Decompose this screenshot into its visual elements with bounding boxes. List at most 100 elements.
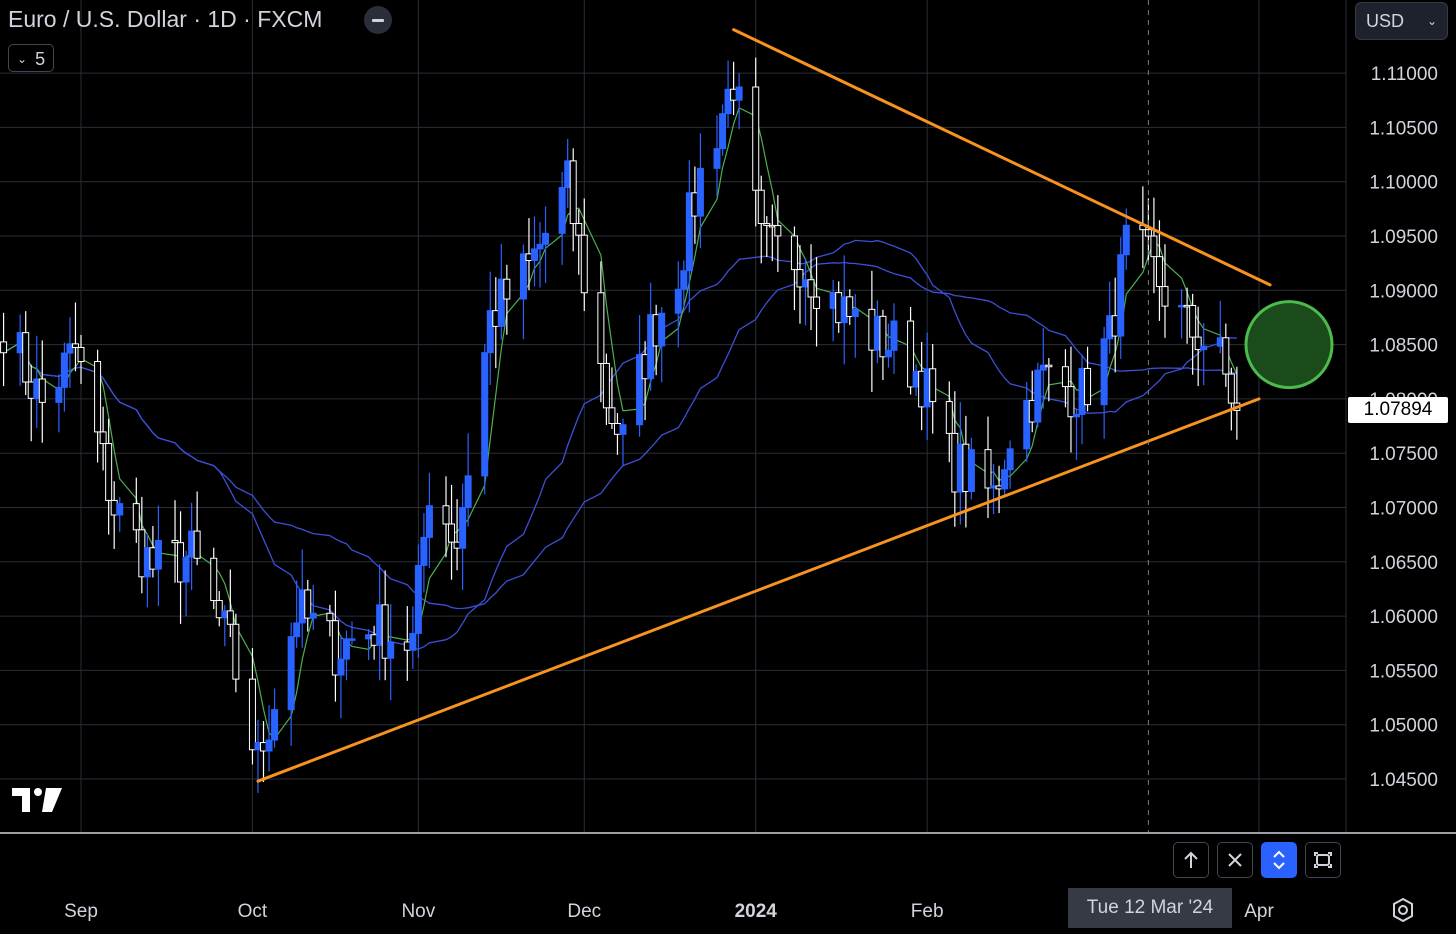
candle-body	[658, 312, 666, 347]
candle-body	[680, 270, 688, 290]
chevron-down-icon: ⌄	[17, 52, 28, 66]
candle-body	[647, 314, 655, 380]
trendline[interactable]	[732, 28, 1272, 287]
settings-icon[interactable]	[1390, 897, 1416, 923]
tradingview-logo-icon[interactable]	[12, 786, 62, 814]
candle-body	[248, 678, 256, 751]
candle-body	[580, 234, 588, 294]
candle-body	[1034, 369, 1042, 423]
candle-body	[304, 589, 312, 619]
price-tick-label: 1.09500	[1369, 227, 1438, 248]
candle-body	[1001, 469, 1009, 490]
crosshair-date-label: Tue 12 Mar '24	[1068, 888, 1232, 928]
candle-body	[503, 278, 511, 300]
candle-body	[77, 346, 85, 363]
candle-body	[265, 739, 273, 752]
last-price-label: 1.07894	[1348, 397, 1448, 423]
price-tick-label: 1.08500	[1369, 336, 1438, 357]
candle-body	[879, 315, 887, 358]
candle-body	[696, 167, 704, 217]
close-icon[interactable]	[1217, 842, 1253, 878]
minimize-icon[interactable]	[364, 6, 392, 34]
candle-body	[1117, 254, 1125, 337]
candle-body	[597, 292, 605, 364]
candle-body	[807, 279, 815, 298]
candle-body	[94, 361, 102, 433]
time-tick-label: 2024	[735, 901, 778, 922]
time-tick-label: Feb	[911, 901, 944, 922]
candle-body	[790, 235, 798, 271]
price-tick-label: 1.11000	[1371, 64, 1438, 85]
chevron-down-icon: ⌄	[1426, 14, 1437, 28]
candle-body	[420, 536, 428, 566]
candle-body	[105, 443, 113, 501]
candle-body	[66, 343, 74, 354]
candle-body	[774, 225, 782, 237]
candle-body	[309, 612, 317, 619]
candle-body	[713, 148, 721, 169]
candle-body	[1006, 448, 1014, 471]
candle-body	[60, 352, 68, 388]
candle-body	[984, 449, 992, 489]
trendline[interactable]	[256, 397, 1261, 783]
candle-body	[414, 564, 422, 634]
candle-body	[907, 320, 915, 388]
candle-body	[442, 505, 450, 525]
candle-body	[602, 362, 610, 409]
candle-body	[226, 610, 234, 625]
price-tick-label: 1.07000	[1369, 499, 1438, 520]
indicator-count: 5	[35, 49, 46, 69]
candle-body	[331, 620, 339, 676]
candle-body	[569, 160, 577, 225]
candle-body	[193, 530, 201, 559]
candle-body	[99, 431, 107, 445]
candle-body	[55, 386, 63, 403]
candle-body	[486, 310, 494, 354]
scroll-up-icon[interactable]	[1173, 842, 1209, 878]
candle-body	[796, 269, 804, 288]
candle-body	[154, 539, 162, 570]
candle-body	[846, 296, 854, 318]
scale-toggle-icon[interactable]	[1261, 842, 1297, 878]
candle-body	[326, 612, 334, 622]
candle-body	[22, 332, 30, 383]
candle-body	[132, 503, 140, 531]
candle-body	[1150, 235, 1158, 258]
currency-label: USD	[1366, 11, 1405, 31]
price-tick-label: 1.06000	[1369, 607, 1438, 628]
candle-body	[381, 604, 389, 659]
candle-body	[851, 308, 859, 318]
highlight-circle[interactable]	[1244, 300, 1334, 390]
candle-body	[1227, 373, 1235, 404]
candle-body	[1045, 364, 1053, 368]
candle-body	[575, 223, 583, 236]
candle-body	[636, 354, 644, 426]
time-axis[interactable]: Sep Oct Nov Dec 2024 Feb Apr	[64, 901, 1274, 922]
candle-body	[293, 622, 301, 638]
candle-body	[884, 349, 892, 358]
candle-body	[0, 341, 8, 354]
candle-body	[409, 632, 417, 651]
candle-body	[719, 113, 727, 150]
candle-body	[945, 401, 953, 434]
candle-body	[71, 343, 79, 348]
candle-body	[1194, 336, 1202, 351]
reset-view-icon[interactable]	[1305, 842, 1341, 878]
candle-body	[387, 641, 395, 659]
candle-body	[619, 424, 627, 435]
candle-body	[448, 523, 456, 543]
price-axis[interactable]: 1.04500 1.05000 1.05500 1.06000 1.06500 1.070…	[1369, 64, 1438, 791]
indicator-collapse-button[interactable]: ⌄ 5	[8, 44, 55, 72]
candlesticks	[0, 57, 1241, 793]
price-tick-label: 1.09000	[1369, 281, 1438, 302]
currency-select[interactable]: USD ⌄	[1355, 2, 1448, 40]
candle-body	[497, 278, 505, 327]
candle-body	[542, 232, 550, 245]
candle-body	[210, 557, 218, 602]
candle-body	[1155, 256, 1163, 288]
candle-body	[1072, 413, 1080, 418]
candle-body	[519, 253, 527, 300]
candle-body	[757, 189, 765, 225]
candle-body	[890, 320, 898, 351]
